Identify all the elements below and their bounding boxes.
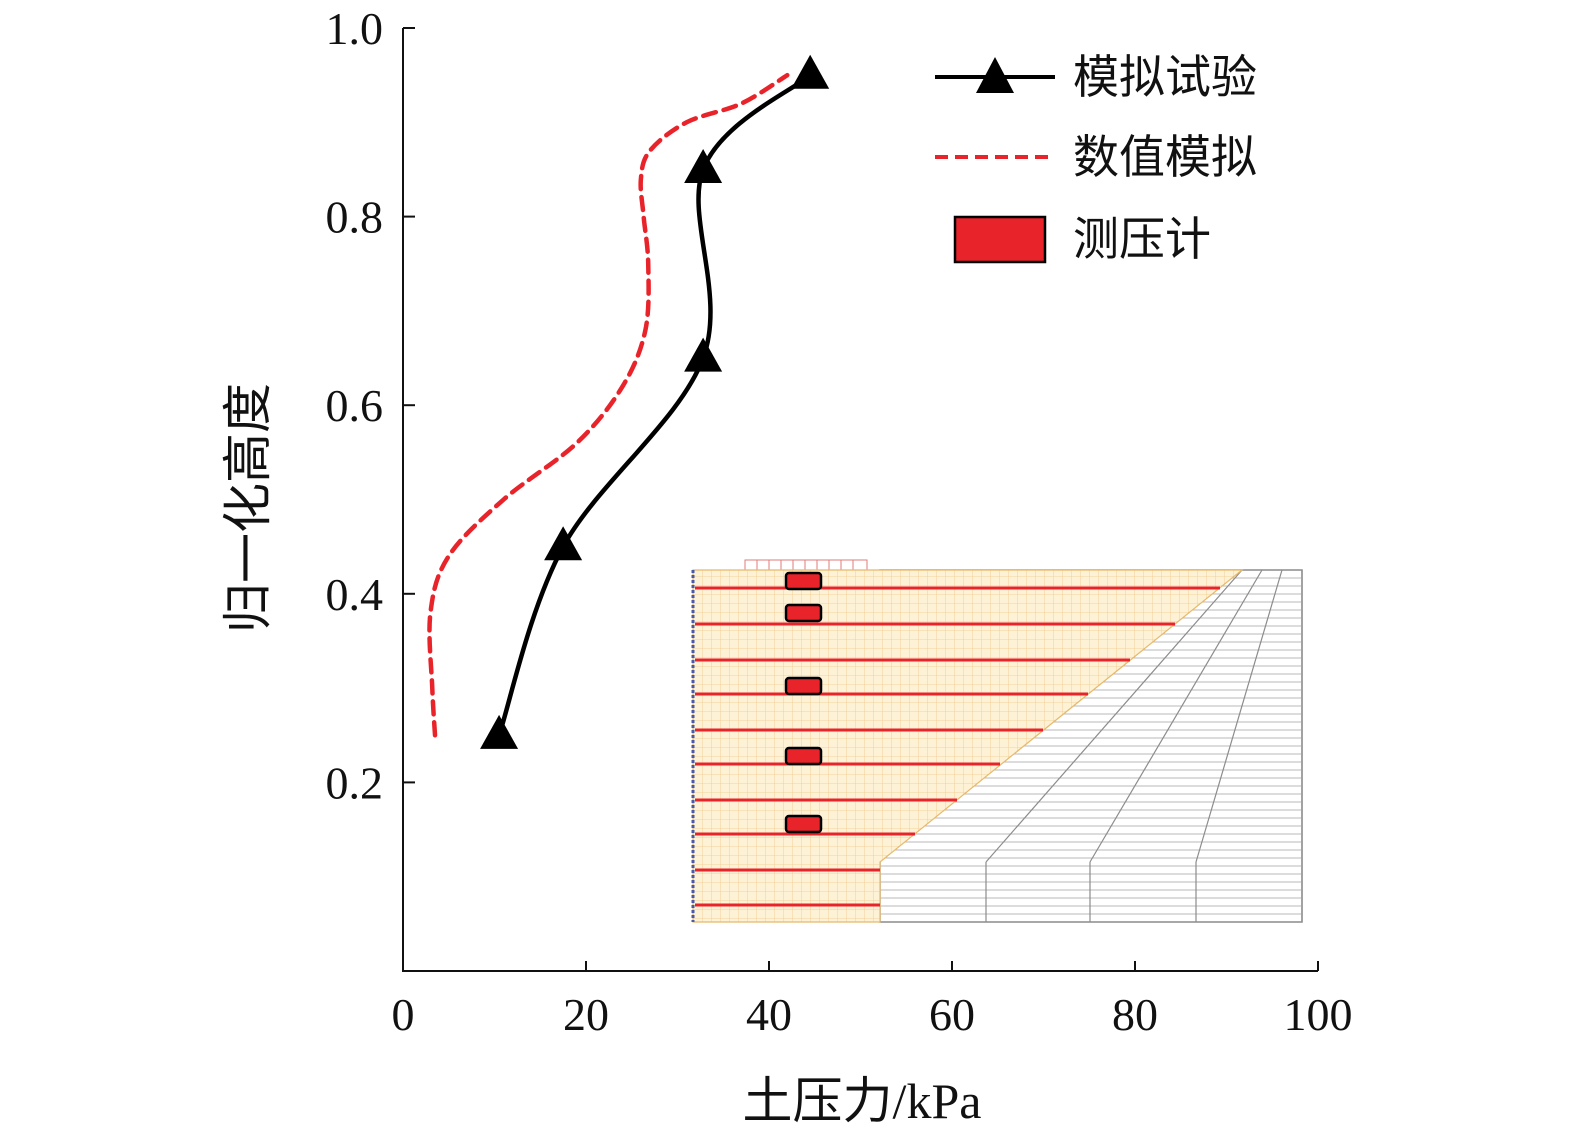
data-point-triangle	[791, 54, 830, 89]
y-axis-title: 归一化高度	[220, 383, 276, 633]
series-layer	[427, 54, 830, 749]
data-point-triangle	[480, 714, 519, 749]
data-point-triangle	[684, 149, 723, 184]
legend-item-test: 模拟试验	[935, 52, 1257, 103]
y-axis-ticks: 0.2 0.4 0.6 0.8 1.0	[326, 3, 415, 808]
y-tick-label: 0.8	[326, 192, 384, 243]
x-tick-label: 40	[746, 989, 792, 1040]
x-axis-ticks: 0 20 40 60 80 100	[392, 961, 1353, 1040]
legend-label-numerical: 数值模拟	[1073, 132, 1257, 183]
x-axis-title: 土压力/kPa	[743, 1073, 982, 1129]
data-point-triangle	[544, 526, 583, 561]
legend: 模拟试验 数值模拟 测压计	[935, 52, 1257, 265]
reinforcement-layers	[695, 586, 1220, 907]
pressure-cell	[784, 676, 823, 696]
mesh-horizontal-lines	[880, 577, 1302, 915]
legend-item-numerical: 数值模拟	[935, 132, 1257, 183]
x-tick-label: 0	[392, 989, 415, 1040]
series-line-numerical	[427, 72, 790, 738]
legend-label-test: 模拟试验	[1073, 52, 1257, 103]
x-tick-label: 20	[563, 989, 609, 1040]
y-tick-label: 0.4	[326, 569, 384, 620]
model-inset	[691, 559, 1303, 923]
x-tick-label: 100	[1284, 989, 1353, 1040]
pressure-cell	[784, 571, 823, 591]
pressure-cell	[784, 814, 823, 834]
axes: 0 20 40 60 80 100 0.2 0.4 0.6 0.8 1.0	[326, 3, 1353, 1040]
pressure-cell	[784, 603, 823, 623]
legend-label-pressure-cell: 测压计	[1073, 214, 1211, 265]
x-tick-label: 60	[929, 989, 975, 1040]
data-point-triangle	[684, 337, 723, 372]
pressure-cell-icon	[953, 215, 1047, 264]
y-tick-label: 0.6	[326, 380, 384, 431]
pressure-cells	[784, 571, 823, 834]
y-tick-label: 1.0	[326, 3, 384, 54]
pressure-cell	[784, 746, 823, 766]
legend-item-pressure-cell: 测压计	[953, 214, 1211, 265]
x-tick-label: 80	[1112, 989, 1158, 1040]
triangle-marker-icon	[976, 57, 1014, 93]
y-tick-label: 0.2	[326, 757, 384, 808]
